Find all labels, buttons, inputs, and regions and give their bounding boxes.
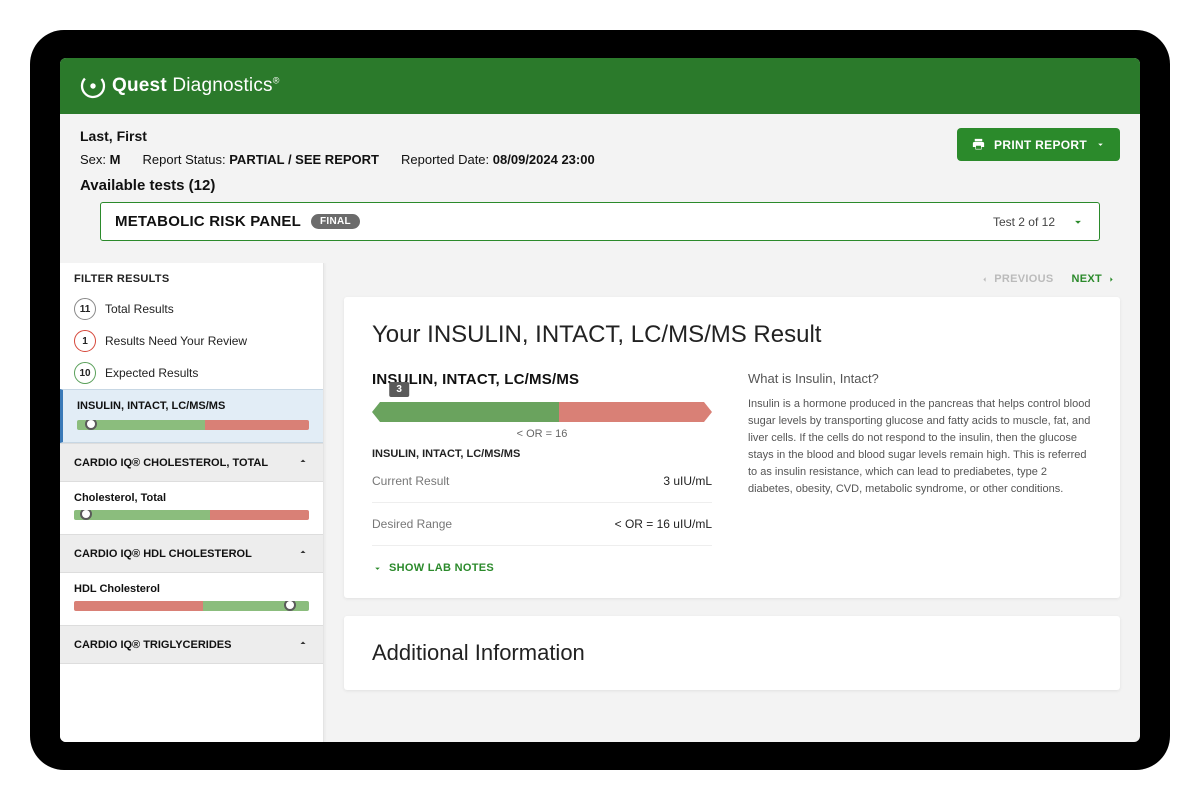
result-value-tag: 3 — [389, 382, 409, 397]
active-test-name: INSULIN, INTACT, LC/MS/MS — [77, 400, 309, 412]
results-sidebar: FILTER RESULTS 11 Total Results 1 Results N… — [60, 263, 324, 742]
filter-label: Results Need Your Review — [105, 334, 247, 348]
info-body: Insulin is a hormone produced in the pan… — [748, 396, 1092, 498]
print-report-button[interactable]: PRINT REPORT — [957, 128, 1120, 161]
brand-text: Quest Diagnostics® — [112, 75, 280, 97]
desired-range-row: Desired Range < OR = 16 uIU/mL — [372, 503, 712, 546]
sidebar-sublabel: HDL Cholesterol — [60, 573, 323, 601]
result-range-strip — [74, 510, 309, 520]
sidebar-group-header[interactable]: CARDIO IQ® TRIGLYCERIDES — [60, 625, 323, 664]
test-name-header: INSULIN, INTACT, LC/MS/MS — [372, 371, 712, 388]
brand-logo: Quest Diagnostics® — [80, 73, 280, 99]
chevron-up-icon — [297, 637, 309, 652]
panel-selector[interactable]: METABOLIC RISK PANEL FINAL Test 2 of 12 — [100, 202, 1100, 241]
additional-info-card: Additional Information — [344, 616, 1120, 690]
result-range-strip-large — [372, 402, 712, 422]
patient-info-bar: PRINT REPORT Last, First Sex: M Report S… — [60, 114, 1140, 251]
filter-row[interactable]: 11 Total Results — [60, 293, 323, 325]
sidebar-item-active[interactable]: INSULIN, INTACT, LC/MS/MS — [60, 389, 323, 443]
result-range-strip — [74, 601, 309, 611]
tablet-frame: Quest Diagnostics® PRINT REPORT Last, Fi… — [30, 30, 1170, 770]
available-tests-heading: Available tests (12) — [80, 177, 1120, 194]
range-caption: < OR = 16 — [372, 428, 712, 440]
count-badge: 11 — [74, 298, 96, 320]
filter-label: Expected Results — [105, 366, 198, 380]
brand-mark-icon — [80, 73, 106, 99]
count-badge: 1 — [74, 330, 96, 352]
top-brand-bar: Quest Diagnostics® — [60, 58, 1140, 114]
filter-row[interactable]: 10 Expected Results — [60, 357, 323, 389]
chevron-up-icon — [297, 546, 309, 561]
nav-previous: PREVIOUS — [980, 273, 1053, 285]
current-result-row: Current Result 3 uIU/mL — [372, 460, 712, 503]
test-subcaption: INSULIN, INTACT, LC/MS/MS — [372, 448, 712, 460]
result-card: Your INSULIN, INTACT, LC/MS/MS Result IN… — [344, 297, 1120, 598]
filter-results-header: FILTER RESULTS — [60, 263, 323, 293]
status-badge-final: FINAL — [311, 214, 360, 229]
chevron-down-icon — [1071, 215, 1085, 229]
chevron-left-icon — [980, 275, 989, 284]
chevron-up-icon — [297, 455, 309, 470]
result-range-strip — [77, 420, 309, 430]
filter-row[interactable]: 1 Results Need Your Review — [60, 325, 323, 357]
result-content: PREVIOUS NEXT Your INSULIN, INTACT, LC/M… — [324, 263, 1140, 742]
info-heading: What is Insulin, Intact? — [748, 371, 1092, 386]
chevron-right-icon — [1107, 275, 1116, 284]
nav-next[interactable]: NEXT — [1071, 273, 1116, 285]
chevron-down-icon — [1095, 139, 1106, 150]
sidebar-sublabel: Cholesterol, Total — [60, 482, 323, 510]
count-badge: 10 — [74, 362, 96, 384]
sidebar-group-header[interactable]: CARDIO IQ® HDL CHOLESTEROL — [60, 534, 323, 573]
additional-info-title: Additional Information — [372, 640, 1092, 666]
panel-title: METABOLIC RISK PANEL — [115, 213, 301, 230]
result-title: Your INSULIN, INTACT, LC/MS/MS Result — [372, 321, 1092, 349]
sidebar-group-header[interactable]: CARDIO IQ® CHOLESTEROL, TOTAL — [60, 443, 323, 482]
filter-label: Total Results — [105, 302, 174, 316]
app-screen: Quest Diagnostics® PRINT REPORT Last, Fi… — [60, 58, 1140, 742]
show-lab-notes-toggle[interactable]: SHOW LAB NOTES — [372, 562, 712, 574]
chevron-down-icon — [372, 563, 383, 574]
panel-counter: Test 2 of 12 — [993, 215, 1055, 229]
printer-icon — [971, 137, 986, 152]
print-report-label: PRINT REPORT — [994, 138, 1087, 152]
